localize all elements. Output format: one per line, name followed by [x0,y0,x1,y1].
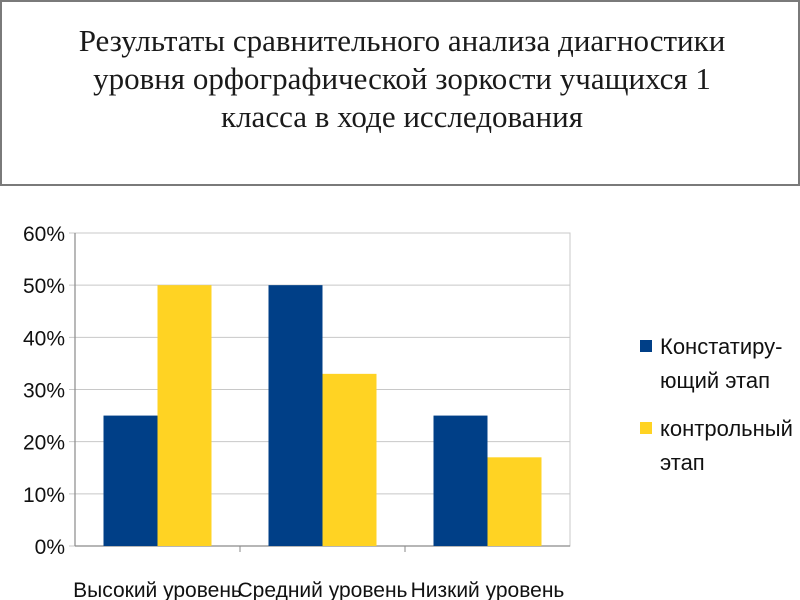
bars [103,285,542,546]
x-category-label: Низкий уровень [411,579,565,600]
y-tick-label: 50% [23,275,65,298]
y-tick-label: 0% [35,536,65,559]
title-box: Результаты сравнительного анализа диагно… [0,0,800,186]
bar-1-3 [433,415,488,546]
chart-area: 0% 10% 20% 30% 40% 50% 60% Высокий уровень Сред… [0,186,800,600]
bar-2-3 [487,457,542,546]
x-category-label: Средний уровень [238,579,408,600]
y-tick-label: 30% [23,380,65,403]
legend-label: этап [660,450,705,475]
legend-label: контрольный [660,416,793,441]
bar-2-1 [157,285,212,546]
y-tick-label: 10% [23,484,65,507]
y-axis-ticks: 0% 10% 20% 30% 40% 50% 60% [23,223,65,559]
x-category-label: Высокий уровень [73,579,242,600]
legend: Констатиру-ющий этап контрольный этап [640,334,793,475]
legend-label: Констатиру- [660,334,782,359]
bar-1-1 [103,415,158,546]
bar-1-2 [268,285,323,546]
y-tick-label: 60% [23,223,65,246]
slide-title: Результаты сравнительного анализа диагно… [78,23,726,134]
legend-swatch [640,340,652,352]
y-tick-label: 20% [23,432,65,455]
legend-label: ющий этап [660,368,770,393]
bar-2-2 [322,373,377,546]
bar-chart: 0% 10% 20% 30% 40% 50% 60% Высокий уровеньСред… [23,223,793,600]
legend-swatch [640,422,652,434]
y-tick-label: 40% [23,327,65,350]
